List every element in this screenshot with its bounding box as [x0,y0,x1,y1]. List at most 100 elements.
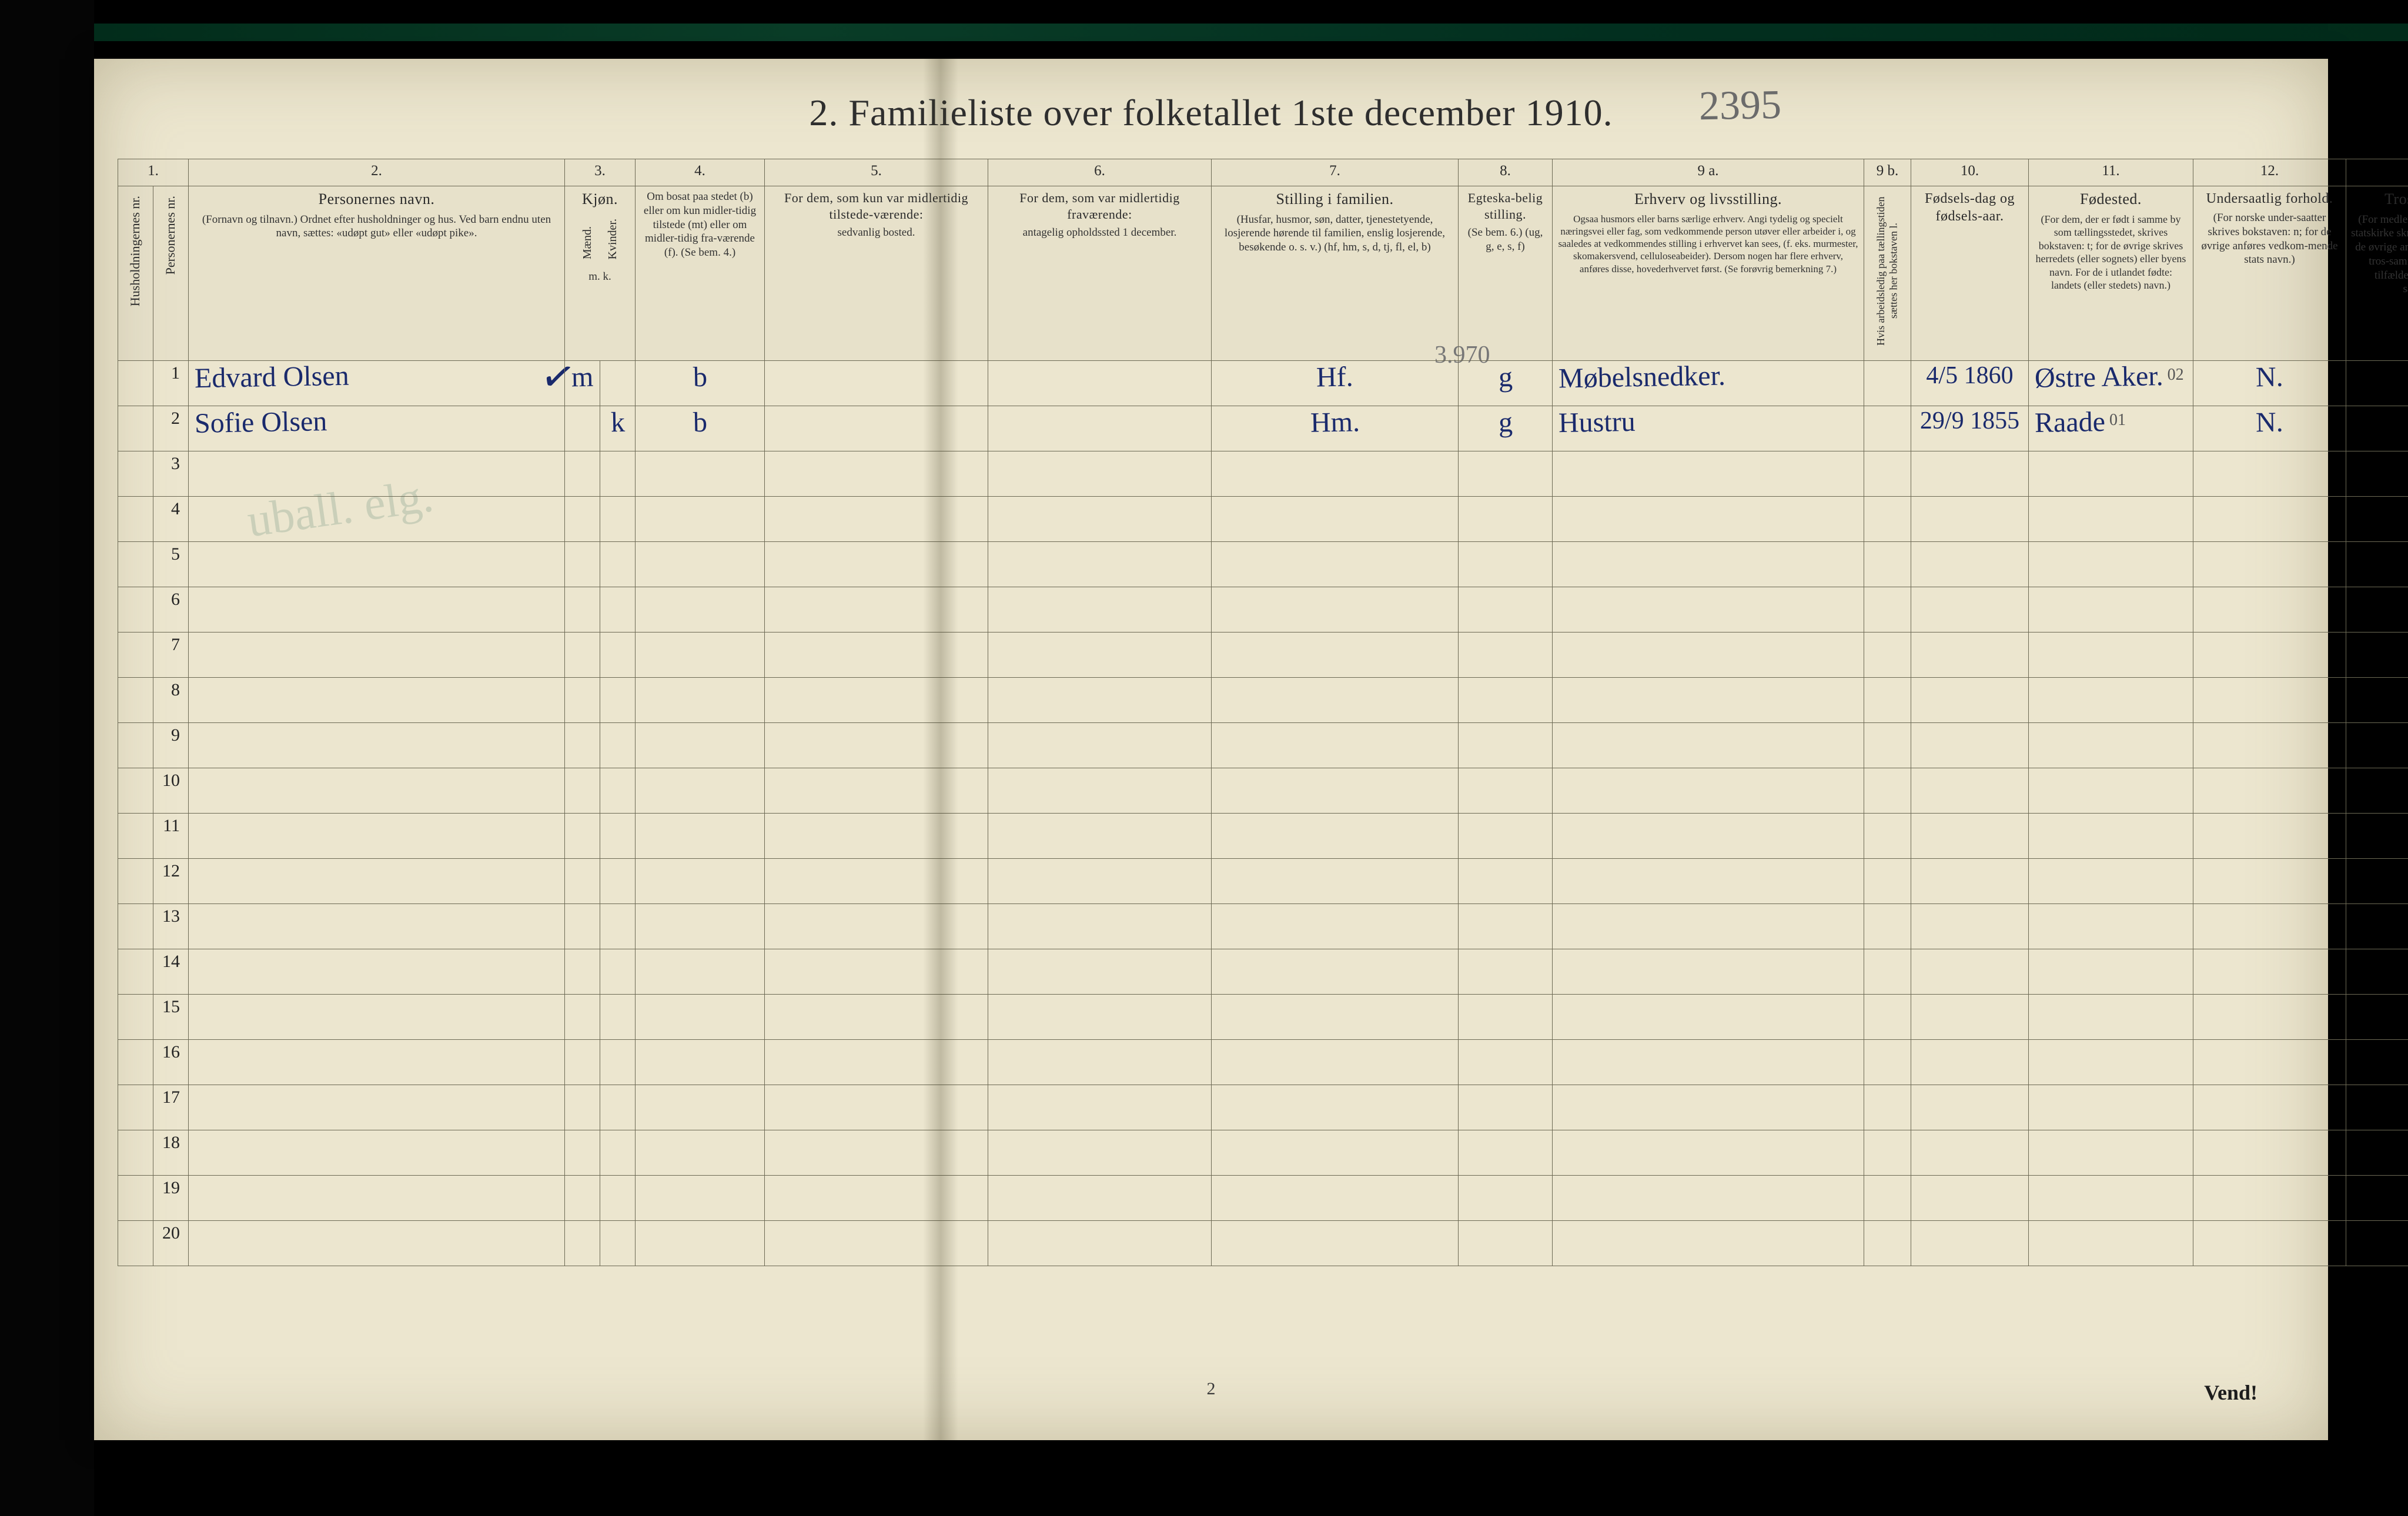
hdr-birth-title: Fødsels-dag og fødsels-aar. [1916,190,2024,225]
table-cell [189,995,565,1040]
table-cell [2029,451,2193,497]
table-cell [1553,1040,1864,1085]
table-cell [1553,1176,1864,1221]
hdr-household-nr-label: Husholdningernes nr. [124,190,146,312]
table-cell [2029,1221,2193,1266]
hdr-residence: Om bosat paa stedet (b) eller om kun mid… [636,186,765,361]
table-cell [565,859,600,904]
colnum-11: 11. [2029,159,2193,186]
table-cell [1553,497,1864,542]
table-cell [600,1221,636,1266]
table-cell [1553,904,1864,949]
handwritten-value: g [1498,409,1513,437]
table-cell [565,995,600,1040]
hdr-religion-title: Trossamfund. [2351,190,2408,209]
hdr-household-nr: Husholdningernes nr. [118,186,153,361]
table-cell [636,497,765,542]
table-cell: Sofie Olsen [189,406,565,451]
table-cell [118,451,153,497]
table-row: 7 [118,632,2408,678]
hdr-birth: Fødsels-dag og fødsels-aar. [1911,186,2029,361]
table-cell [1553,949,1864,995]
table-cell [118,995,153,1040]
table-row: 14 [118,949,2408,995]
table-cell [600,814,636,859]
table-cell [765,723,988,768]
table-cell [2346,723,2408,768]
table-row: 15 [118,995,2408,1040]
hdr-col6-title: For dem, som var midlertidig fraværende: [993,190,1206,222]
table-cell [1553,1085,1864,1130]
colnum-4: 4. [636,159,765,186]
hdr-family-pos-title: Stilling i familien. [1216,190,1453,209]
table-cell [1864,1130,1911,1176]
table-cell [765,904,988,949]
handwritten-value: g [1498,363,1513,391]
table-cell [1212,949,1459,995]
table-row: 9 [118,723,2408,768]
table-cell [1864,859,1911,904]
handwritten-value: Østre Aker. [2035,362,2163,393]
table-cell [765,542,988,587]
table-cell [1911,451,2029,497]
table-cell [2029,859,2193,904]
hdr-marital-title: Egteska-belig stilling. [1463,190,1547,222]
table-cell: 20 [153,1221,189,1266]
handwritten-value: N. [2256,409,2284,437]
table-cell [2029,1176,2193,1221]
table-cell [118,1221,153,1266]
table-cell [565,814,600,859]
table-cell: S. [2346,406,2408,451]
table-cell [118,361,153,406]
table-cell [1553,723,1864,768]
table-cell [1553,814,1864,859]
table-cell [2346,497,2408,542]
table-cell [1212,497,1459,542]
table-cell [636,678,765,723]
table-cell [1864,497,1911,542]
table-cell [600,1130,636,1176]
table-row: 3 [118,451,2408,497]
footer-page-number: 2 [94,1379,2328,1399]
table-cell [1864,814,1911,859]
table-cell [2346,1176,2408,1221]
table-cell: g [1459,406,1553,451]
table-cell [118,949,153,995]
table-cell [600,497,636,542]
table-cell: 13 [153,904,189,949]
table-cell [565,542,600,587]
table-cell [189,1040,565,1085]
colnum-10: 10. [1911,159,2029,186]
table-cell: m [565,361,600,406]
table-cell [1459,995,1553,1040]
handwritten-value: Hustru [1558,408,1636,437]
hdr-name-title: Personernes navn. [193,190,560,209]
hdr-col6: For dem, som var midlertidig fraværende:… [988,186,1212,361]
table-cell [636,451,765,497]
census-table: 1. 2. 3. 4. 5. 6. 7. 8. 9 a. 9 b. 10. 11… [118,159,2408,1266]
table-cell: 4 [153,497,189,542]
table-cell [1459,497,1553,542]
table-cell [988,768,1212,814]
hdr-family-pos-body: (Husfar, husmor, søn, datter, tjenestety… [1216,213,1453,255]
table-cell [189,497,565,542]
table-cell [600,451,636,497]
table-cell [636,949,765,995]
table-cell [2346,1040,2408,1085]
table-cell [118,1130,153,1176]
table-cell [600,1085,636,1130]
table-cell [2029,995,2193,1040]
table-cell [2346,587,2408,632]
table-cell: 11 [153,814,189,859]
table-cell [2346,632,2408,678]
table-cell [765,1085,988,1130]
table-cell [565,1221,600,1266]
table-cell: 16 [153,1040,189,1085]
table-cell [600,949,636,995]
table-cell: b [636,361,765,406]
footer-turn-instruction: Vend! [2204,1380,2258,1405]
table-cell: 18 [153,1130,189,1176]
hdr-col5-title: For dem, som kun var midlertidig tilsted… [770,190,983,222]
table-cell [600,1176,636,1221]
table-cell [2346,1221,2408,1266]
